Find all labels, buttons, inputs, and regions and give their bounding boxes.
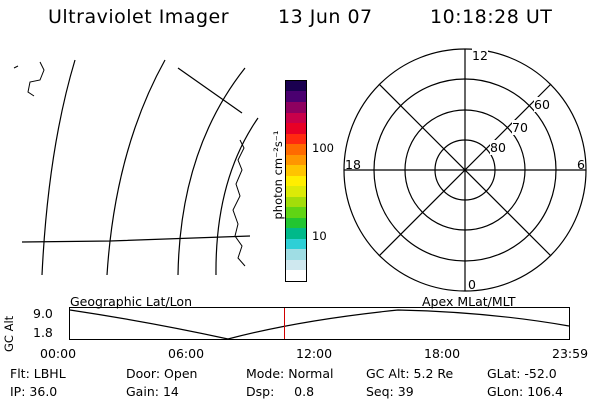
colorbar-tick-10: 10	[312, 229, 327, 243]
status-key-glon: GLon:	[487, 384, 524, 399]
mlat-label-70: 70	[512, 120, 528, 135]
altitude-ymax: 9.0	[33, 306, 53, 321]
time-label: 10:18:28 UT	[430, 6, 553, 28]
latitude-arc	[215, 117, 259, 276]
colorbar-segment	[286, 238, 306, 250]
status-key-door: Door:	[126, 366, 161, 381]
time-tick-4: 23:59	[552, 346, 589, 361]
colorbar-segment	[286, 217, 306, 229]
altitude-plot	[69, 307, 570, 340]
longitude-line	[21, 235, 251, 243]
coastline	[13, 61, 45, 97]
altitude-plot-frame	[69, 307, 570, 340]
status-value-door: Open	[164, 366, 198, 381]
colorbar-unit-label: photon cm⁻²s⁻¹	[271, 130, 285, 220]
status-value-flt: LBHL	[33, 366, 66, 381]
colorbar-segment	[286, 228, 306, 239]
colorbar-segment	[286, 123, 306, 134]
status-key-ip: IP:	[10, 384, 26, 399]
status-value-gc-alt: 5.2 Re	[413, 366, 454, 381]
status-value-mode: Normal	[288, 366, 334, 381]
mlt-label-12: 12	[472, 48, 488, 63]
geo-panel-label: Geographic Lat/Lon	[70, 294, 192, 309]
altitude-ymin: 1.8	[33, 325, 53, 340]
polar-mlt-plot	[343, 48, 587, 292]
colorbar-segment	[286, 133, 306, 145]
colorbar-segment	[286, 259, 306, 271]
latitude-arc	[177, 67, 246, 276]
altitude-curve	[69, 309, 570, 340]
polar-diagonal	[378, 83, 552, 257]
colorbar-segment	[286, 207, 306, 218]
status-value-glat: -52.0	[524, 366, 557, 381]
colorbar-segment	[286, 144, 306, 155]
status-value-glon: 106.4	[527, 384, 563, 399]
colorbar-segment	[286, 270, 306, 281]
mlt-label-6: 6	[577, 157, 585, 172]
status-key-seq: Seq:	[366, 384, 394, 399]
colorbar-segment	[286, 154, 306, 166]
status-key-glat: GLat:	[487, 366, 521, 381]
status-key-gain: Gain:	[126, 384, 159, 399]
colorbar-tick-100: 100	[312, 141, 334, 155]
date-label: 13 Jun 07	[278, 6, 373, 28]
status-value-ip: 36.0	[29, 384, 58, 399]
status-value-gain: 14	[162, 384, 179, 399]
colorbar-segment	[286, 249, 306, 260]
colorbar-segment	[286, 186, 306, 197]
colorbar-segment	[286, 112, 306, 124]
status-key-dsp: Dsp:	[246, 384, 275, 399]
mlt-label-18: 18	[345, 157, 361, 172]
colorbar-segment	[286, 196, 306, 208]
altitude-ylabel: GC Alt	[2, 315, 16, 352]
status-key-mode: Mode:	[246, 366, 285, 381]
polar-panel-label: Apex MLat/MLT	[422, 294, 516, 309]
status-key-gc-alt: GC Alt:	[366, 366, 410, 381]
instrument-title: Ultraviolet Imager	[48, 6, 230, 28]
mlat-label-60: 60	[534, 97, 550, 112]
colorbar-segment	[286, 81, 306, 92]
status-value-dsp: 0.8	[294, 384, 315, 399]
status-key-flt: Flt:	[10, 366, 30, 381]
mlt-label-0: 0	[468, 277, 476, 292]
mlat-label-80: 80	[490, 140, 506, 155]
time-tick-1: 06:00	[168, 346, 205, 361]
latitude-arc	[106, 59, 166, 276]
color-scale-bar	[285, 80, 307, 282]
longitude-line	[177, 67, 243, 114]
latitude-arc	[41, 59, 76, 276]
colorbar-segment	[286, 175, 306, 187]
status-value-seq: 39	[397, 384, 414, 399]
colorbar-segment	[286, 101, 306, 113]
time-tick-0: 00:00	[40, 346, 77, 361]
colorbar-segment	[286, 91, 306, 102]
coastline	[232, 139, 246, 267]
time-tick-3: 18:00	[424, 346, 461, 361]
colorbar-segment	[286, 165, 306, 176]
time-tick-2: 12:00	[296, 346, 333, 361]
